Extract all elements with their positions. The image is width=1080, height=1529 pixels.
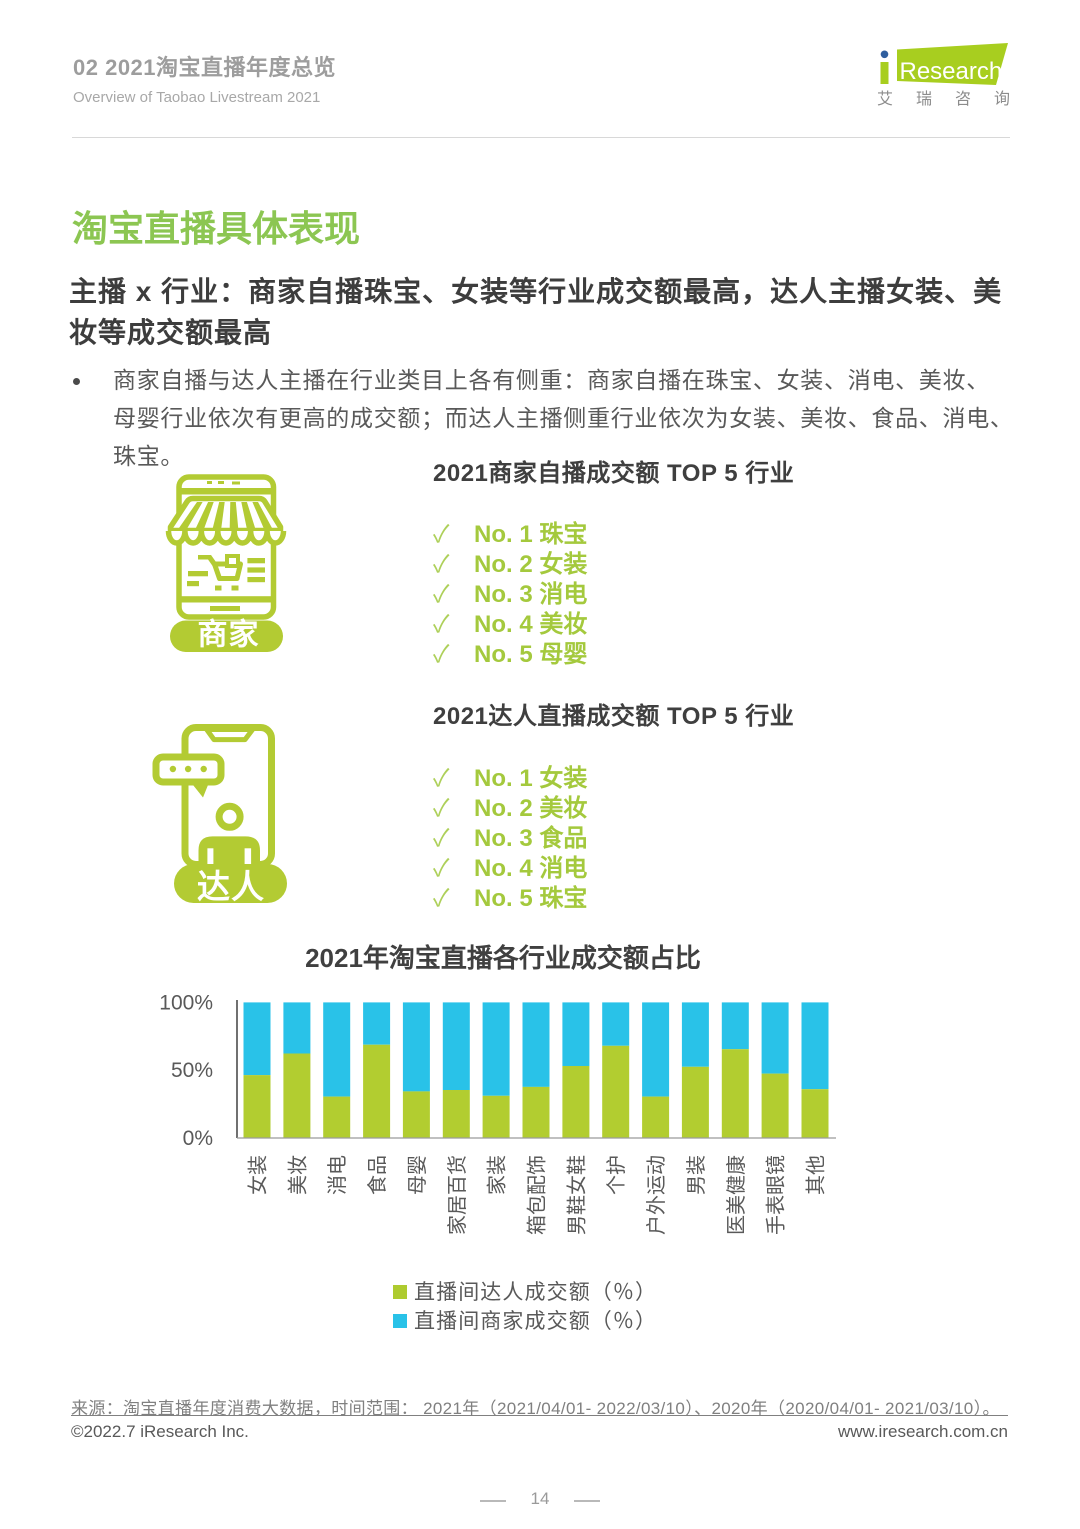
svg-text:家居百货: 家居百货 [446,1155,469,1235]
svg-text:个护: 个护 [605,1155,628,1195]
svg-text:Research: Research [900,58,1003,85]
svg-text:手表眼镜: 手表眼镜 [765,1155,788,1235]
svg-text:消电: 消电 [326,1155,349,1195]
svg-text:艾瑞咨询: 艾瑞咨询 [877,90,1017,108]
svg-text:男装: 男装 [685,1155,708,1195]
svg-text:50%: 50% [171,1059,213,1082]
svg-text:100%: 100% [159,991,213,1014]
svg-text:女装: 女装 [247,1155,270,1195]
svg-text:箱包配饰: 箱包配饰 [526,1155,549,1235]
svg-text:医美健康: 医美健康 [725,1155,748,1235]
svg-text:其他: 其他 [805,1155,828,1195]
svg-text:0%: 0% [183,1127,213,1150]
svg-text:达人: 达人 [197,868,265,905]
svg-text:商家: 商家 [198,619,260,652]
svg-text:户外运动: 户外运动 [645,1155,668,1235]
svg-text:家装: 家装 [486,1155,509,1195]
svg-text:母婴: 母婴 [407,1155,429,1195]
svg-text:食品: 食品 [366,1155,389,1195]
svg-text:男鞋女鞋: 男鞋女鞋 [565,1155,588,1235]
svg-text:美妆: 美妆 [286,1155,309,1195]
